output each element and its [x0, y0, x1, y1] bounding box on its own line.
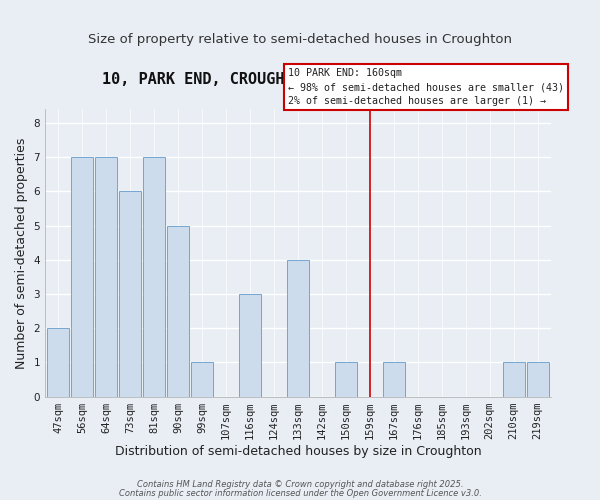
Bar	[503, 362, 524, 396]
Bar	[383, 362, 405, 396]
Bar	[71, 157, 93, 396]
Bar	[95, 157, 117, 396]
Bar	[143, 157, 165, 396]
Text: Size of property relative to semi-detached houses in Croughton: Size of property relative to semi-detach…	[88, 32, 512, 46]
Title: 10, PARK END, CROUGHTON, BRACKLEY, NN13 5LX: 10, PARK END, CROUGHTON, BRACKLEY, NN13 …	[102, 72, 494, 88]
Bar	[335, 362, 357, 396]
X-axis label: Distribution of semi-detached houses by size in Croughton: Distribution of semi-detached houses by …	[115, 444, 481, 458]
Bar	[119, 192, 141, 396]
Text: Contains public sector information licensed under the Open Government Licence v3: Contains public sector information licen…	[119, 488, 481, 498]
Text: Contains HM Land Registry data © Crown copyright and database right 2025.: Contains HM Land Registry data © Crown c…	[137, 480, 463, 489]
Bar	[47, 328, 69, 396]
Text: 10 PARK END: 160sqm
← 98% of semi-detached houses are smaller (43)
2% of semi-de: 10 PARK END: 160sqm ← 98% of semi-detach…	[288, 68, 564, 106]
Bar	[527, 362, 548, 396]
Y-axis label: Number of semi-detached properties: Number of semi-detached properties	[15, 138, 28, 368]
Bar	[167, 226, 189, 396]
Bar	[239, 294, 261, 396]
Bar	[191, 362, 213, 396]
Bar	[287, 260, 309, 396]
